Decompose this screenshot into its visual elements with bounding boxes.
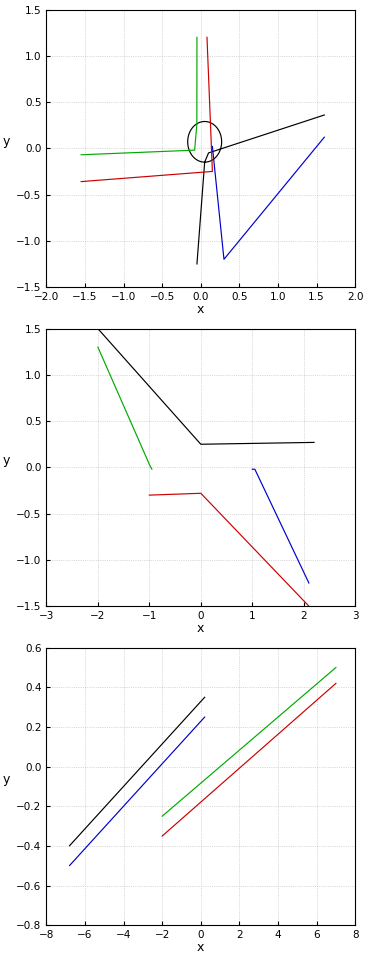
Y-axis label: y: y [3, 774, 10, 786]
Y-axis label: y: y [3, 454, 10, 468]
Y-axis label: y: y [3, 135, 10, 148]
X-axis label: x: x [197, 942, 204, 954]
X-axis label: x: x [197, 303, 204, 316]
X-axis label: x: x [197, 622, 204, 636]
